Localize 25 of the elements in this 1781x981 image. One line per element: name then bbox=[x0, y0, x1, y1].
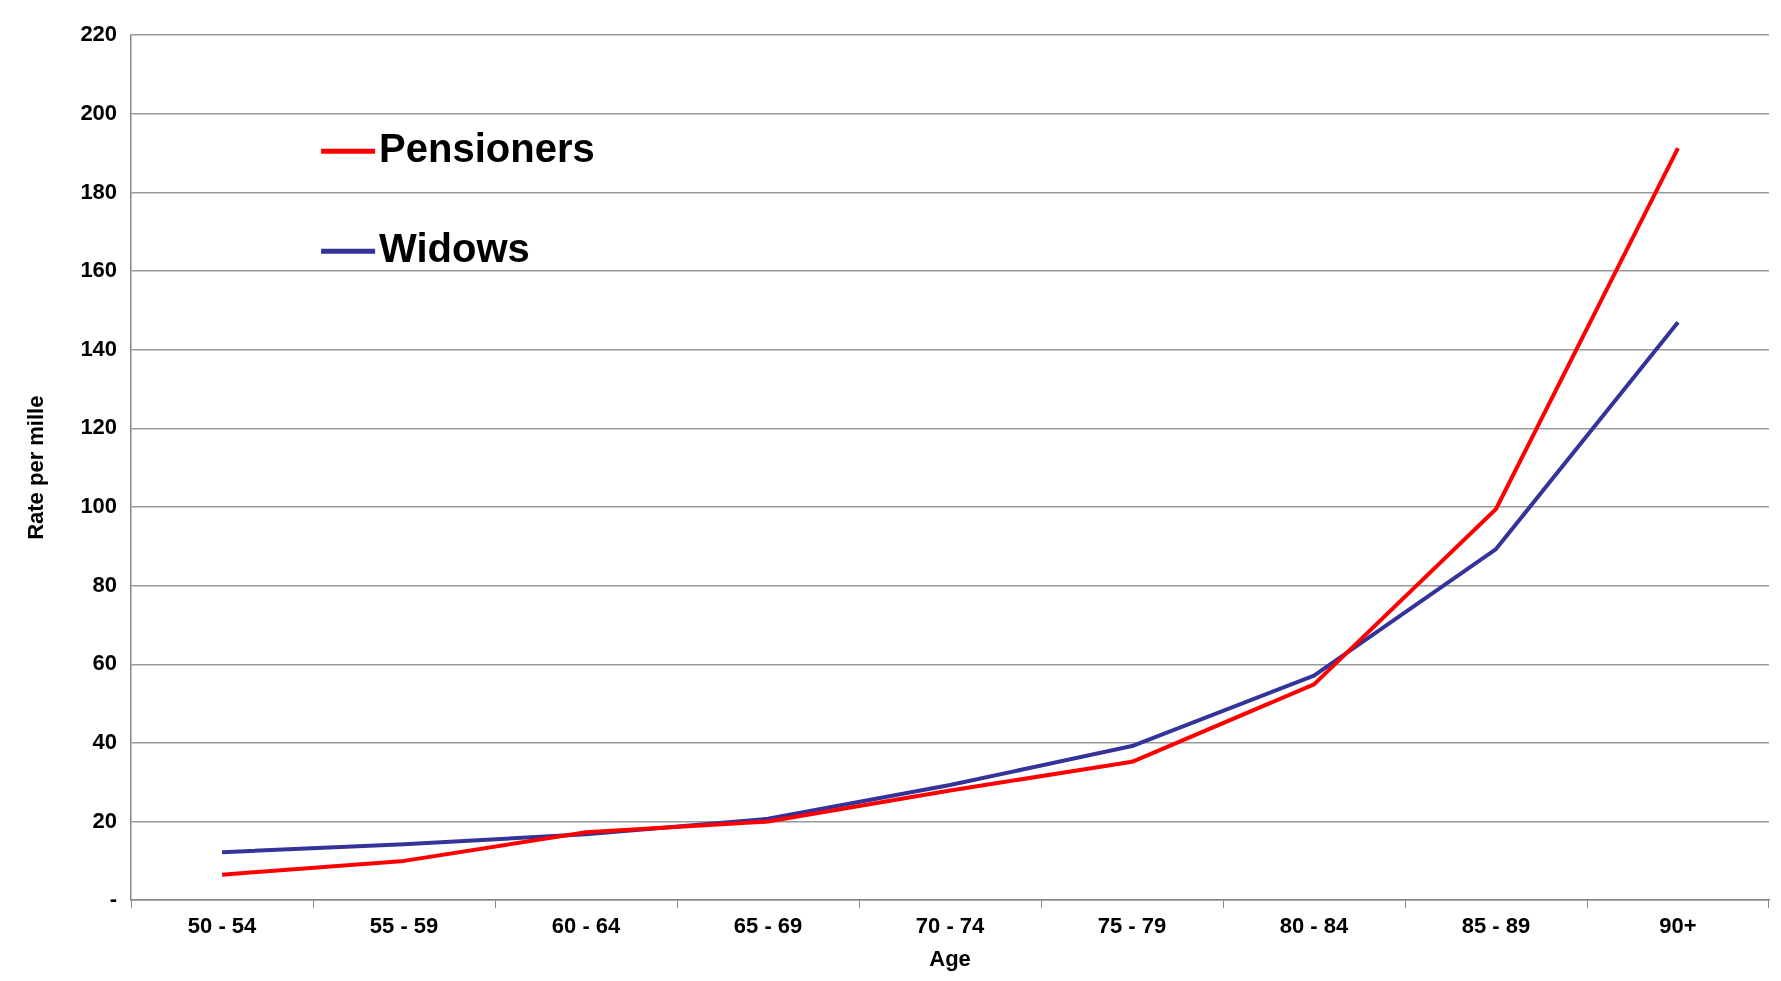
y-tick-label: 180 bbox=[80, 178, 118, 204]
x-tick-label: 65 - 69 bbox=[733, 913, 803, 939]
y-tick-label: 20 bbox=[92, 807, 118, 833]
y-tick-label: - bbox=[109, 886, 118, 912]
x-tick-label: 80 - 84 bbox=[1279, 913, 1350, 939]
x-tick-label: 85 - 89 bbox=[1461, 913, 1531, 939]
x-tick-label: 60 - 64 bbox=[551, 913, 622, 939]
y-tick-label: 160 bbox=[80, 257, 118, 283]
x-tick-label: 70 - 74 bbox=[915, 913, 986, 939]
y-tick-label: 40 bbox=[92, 728, 118, 754]
y-tick-label: 220 bbox=[80, 21, 118, 47]
y-axis-title: Rate per mille bbox=[23, 395, 49, 540]
legend-label: Widows bbox=[379, 226, 530, 271]
y-tick-label: 60 bbox=[92, 650, 118, 676]
x-tick-label: 90+ bbox=[1659, 913, 1697, 939]
x-tick-label: 75 - 79 bbox=[1097, 913, 1167, 939]
y-tick-label: 200 bbox=[80, 99, 118, 125]
x-tick-label: 55 - 59 bbox=[369, 913, 439, 939]
y-tick-label: 80 bbox=[92, 571, 118, 597]
x-axis-title: Age bbox=[929, 945, 971, 971]
y-tick-label: 120 bbox=[80, 414, 118, 440]
legend-label: Pensioners bbox=[379, 126, 595, 171]
x-tick-label: 50 - 54 bbox=[187, 913, 258, 939]
y-tick-label: 100 bbox=[80, 493, 118, 519]
y-tick-label: 140 bbox=[80, 335, 118, 361]
